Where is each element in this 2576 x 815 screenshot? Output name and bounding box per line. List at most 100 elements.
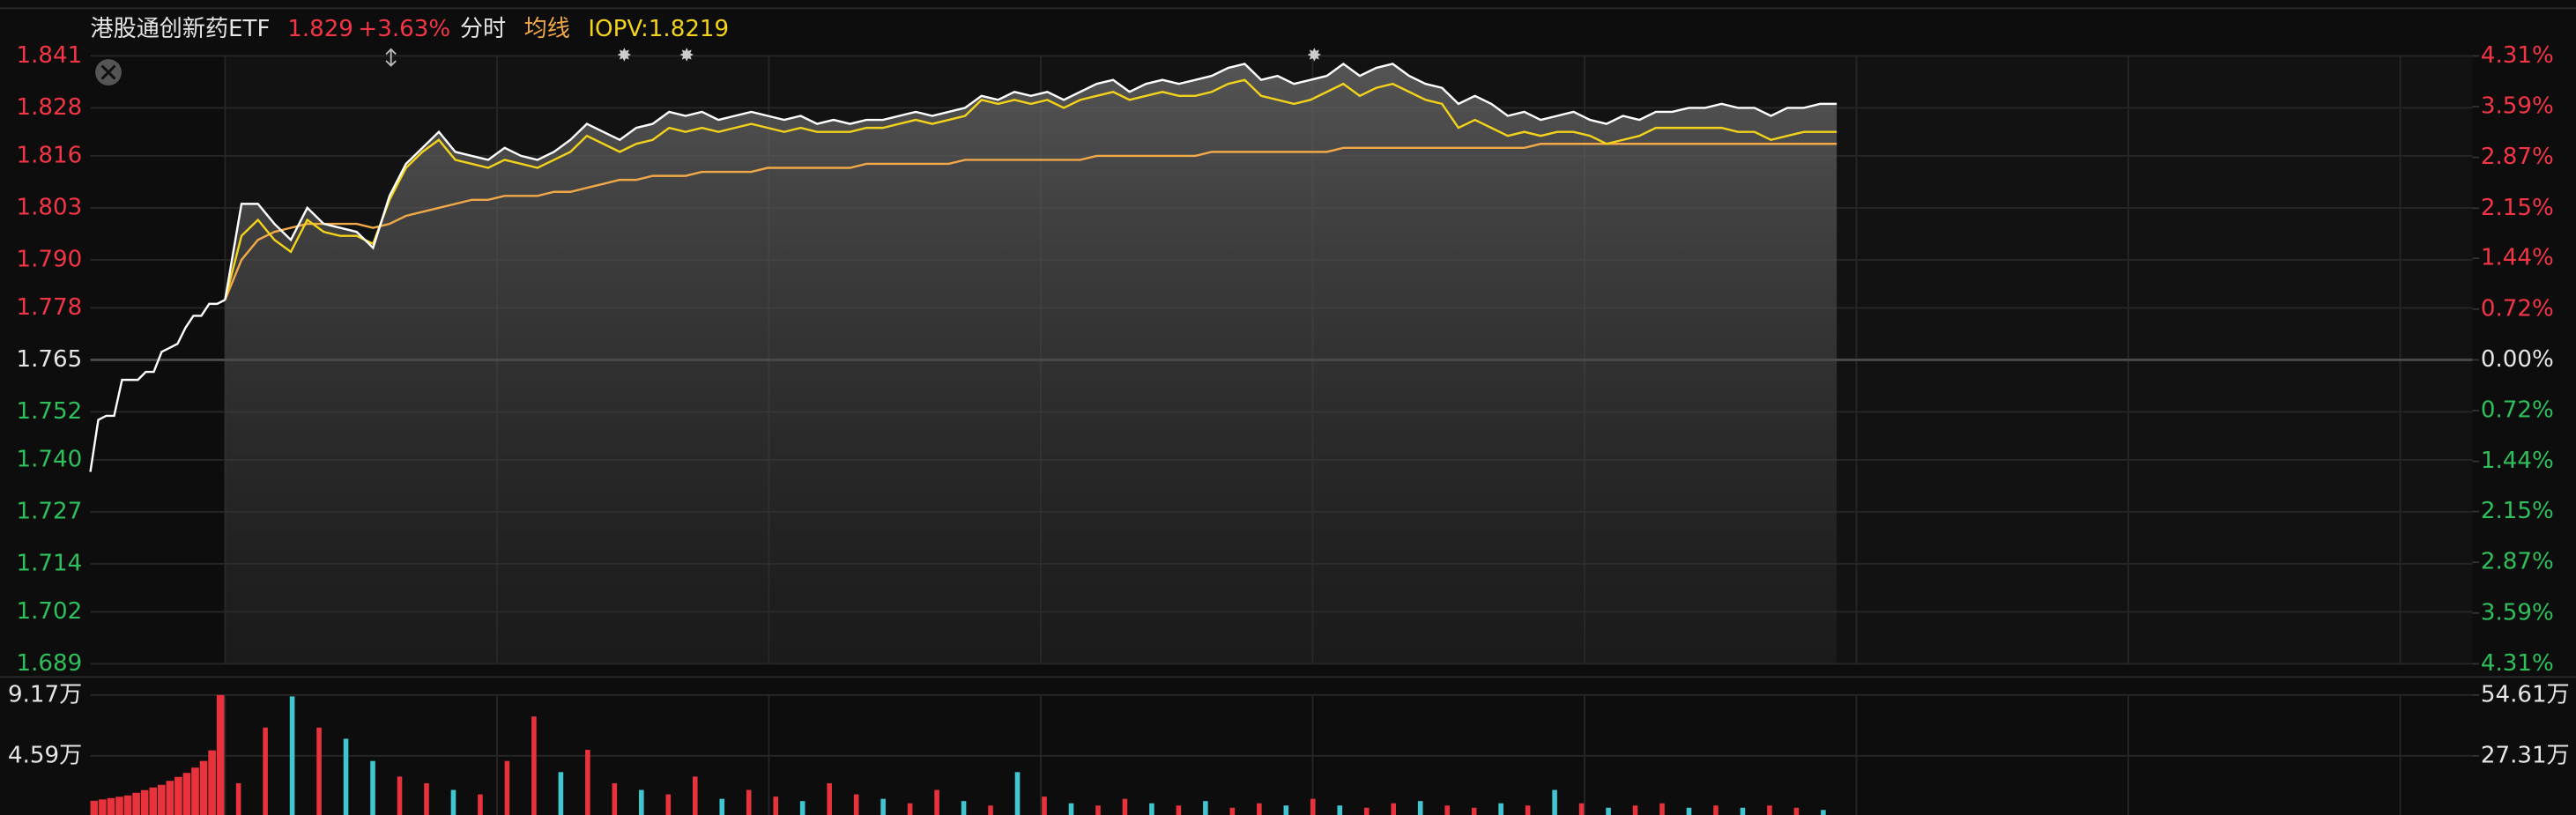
y-tick-label: 1.714 — [17, 550, 83, 576]
close-icon[interactable] — [100, 64, 116, 80]
volume-tick-label: 9.17万 — [8, 681, 82, 708]
y2-tick-label: 1.44% — [2481, 245, 2554, 271]
volume-bar — [612, 782, 618, 815]
labels: 1.841 1.828 1.816 1.803 1.790 1.778 1.765 1.752… — [8, 42, 2570, 768]
volume-bar — [1122, 798, 1128, 815]
price-area — [225, 63, 1837, 664]
iopv-legend: IOPV:1.8219 — [588, 16, 729, 42]
volume-bar — [397, 776, 403, 815]
volume-bar — [424, 782, 429, 815]
y-tick-label: 1.841 — [17, 42, 83, 69]
volume-bar — [263, 727, 268, 815]
change: +3.63% — [358, 16, 450, 42]
auction-volume-bar — [115, 796, 123, 815]
volume-bar — [799, 801, 805, 815]
volume-bar — [1471, 807, 1477, 815]
volume-bar — [1552, 789, 1557, 815]
volume-bar — [1229, 807, 1236, 815]
volume-bar — [1257, 803, 1262, 815]
y-tick-label: 1.727 — [17, 498, 83, 524]
avg-legend: 均线 — [524, 16, 570, 42]
y-tick-label: 1.803 — [17, 194, 83, 220]
series-line — [224, 62, 1837, 300]
auction-line — [89, 299, 226, 472]
volume-bar — [1498, 803, 1503, 815]
volume-bar — [585, 750, 590, 815]
event-marker[interactable]: ✸ — [617, 44, 632, 65]
auction-volume-bar — [182, 773, 191, 815]
volume-bar — [934, 789, 939, 815]
volume-bar — [1095, 805, 1101, 815]
volume-bar — [1391, 803, 1397, 815]
volume-bar — [853, 794, 859, 815]
volume-bar — [1310, 798, 1316, 815]
y2-tick-label: 2.15% — [2481, 498, 2554, 524]
auction-volume-bar — [174, 776, 182, 815]
y-tick-label: 1.689 — [17, 650, 83, 677]
volume-bar — [1042, 796, 1047, 815]
y2-tick-label: 0.72% — [2481, 397, 2554, 424]
y2-tick-label: 0.00% — [2481, 346, 2554, 373]
volume-bar — [1793, 807, 1800, 815]
auction-volume-bar — [107, 797, 115, 815]
y-tick-label: 1.740 — [17, 446, 83, 472]
volume-bar — [1176, 805, 1182, 815]
volume-bar — [1606, 807, 1611, 815]
y-tick-label: 1.790 — [17, 246, 83, 272]
price: 1.829 — [287, 16, 353, 42]
volume-bar — [343, 738, 349, 815]
volume-bar — [719, 798, 725, 815]
y2-tick-label: 4.31% — [2481, 650, 2554, 677]
volume-bar — [316, 727, 322, 815]
auction-volume-bar — [140, 789, 149, 815]
mode: 分时 — [460, 16, 506, 42]
volume-y2-tick-label: 27.31万 — [2481, 742, 2570, 768]
y2-tick-label: 2.15% — [2481, 195, 2554, 221]
volume-bar — [1203, 801, 1208, 815]
volume-bar — [907, 803, 913, 815]
volume-bar — [1632, 805, 1638, 815]
y-tick-label: 1.828 — [17, 94, 83, 121]
auction-volume-bar — [132, 792, 140, 815]
auction-volume-bar — [149, 787, 158, 815]
volume-bar — [1337, 805, 1343, 815]
close-button[interactable] — [95, 59, 122, 85]
volume-bar — [1767, 805, 1772, 815]
y2-tick-label: 2.87% — [2481, 144, 2554, 170]
volume-bar — [1821, 810, 1826, 815]
marks — [89, 62, 1837, 815]
volume-bar — [692, 776, 698, 815]
volume-bar — [665, 794, 672, 815]
volume-bar — [1713, 805, 1719, 815]
series-line — [224, 78, 1837, 300]
volume-bar — [504, 760, 510, 815]
volume-bar — [746, 789, 752, 815]
volume-bar — [1068, 803, 1074, 815]
volume-bar — [1578, 803, 1585, 815]
volume-bar — [961, 801, 967, 815]
volume-bar — [478, 794, 483, 815]
auction-volume-bar — [99, 799, 107, 815]
auction-volume-bar — [123, 795, 132, 815]
volume-bar — [827, 782, 832, 815]
y2-tick-label: 4.31% — [2481, 42, 2554, 69]
y-tick-label: 1.702 — [17, 598, 83, 625]
event-marker[interactable]: ✸ — [1307, 44, 1322, 65]
volume-bar — [450, 789, 457, 815]
y2-tick-label: 3.59% — [2481, 93, 2554, 120]
event-marker[interactable]: ✸ — [679, 44, 694, 65]
volume-y2-tick-label: 54.61万 — [2481, 681, 2570, 708]
volume-bar — [1686, 807, 1692, 815]
volume-bar — [1740, 807, 1746, 815]
auction-volume-bar — [216, 694, 225, 815]
volume-bar — [1417, 801, 1423, 815]
y2-tick-label: 3.59% — [2481, 599, 2554, 626]
series-line — [224, 143, 1837, 300]
volume-bar — [235, 782, 241, 815]
volume-bar — [773, 796, 779, 815]
auction-volume-bar — [208, 750, 216, 815]
event-marker[interactable] — [385, 48, 397, 67]
y2-tick-label: 2.87% — [2481, 549, 2554, 575]
auction-volume-bar — [191, 767, 199, 815]
